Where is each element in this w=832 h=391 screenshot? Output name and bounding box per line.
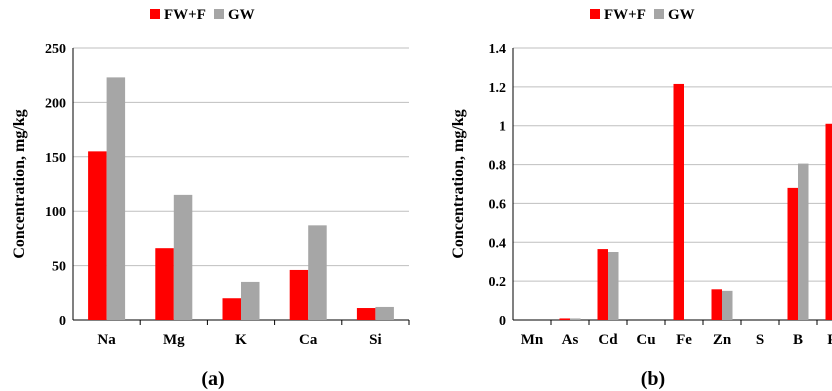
bar-gw-b <box>798 163 809 320</box>
y-tick-label: 0.6 <box>489 197 507 212</box>
bar-gw-ca <box>308 225 327 320</box>
legend-swatch <box>150 9 160 19</box>
bar-fw-f-si <box>356 308 376 320</box>
panel-label: (a) <box>201 368 224 390</box>
y-tick-label: 0.8 <box>489 159 507 174</box>
bar-fw-f-cd <box>597 249 608 320</box>
chart-panel-b: 0 0.2 0.4 0.6 0.8 1 1.2 1.4 Mn As Cd Cu Fe Zn S B Pb Conc… <box>450 7 832 390</box>
bar-fw-f-mg <box>155 248 174 320</box>
x-tick-label: Si <box>369 332 382 348</box>
x-tick-label: As <box>562 332 579 348</box>
y-tick-label: 150 <box>45 151 66 166</box>
chart-panel-a: 0 50 100 150 200 250 Na Mg K Ca Si Concentration, m… <box>11 7 410 390</box>
bar-gw-na <box>106 77 126 320</box>
x-tick-label: K <box>235 332 247 348</box>
bar-gw-as <box>570 318 581 320</box>
x-tick-label: Cd <box>598 332 618 348</box>
bar-fw-f-k <box>222 298 241 320</box>
x-tick-label: Cu <box>636 332 655 348</box>
legend-label: GW <box>668 7 695 23</box>
x-tick-label: Na <box>97 332 116 348</box>
bar-gw-mg <box>173 194 193 320</box>
x-tick-label: Fe <box>676 332 692 348</box>
bar-fw-f-ca <box>289 269 309 320</box>
panel-label: (b) <box>641 368 665 390</box>
y-tick-label: 250 <box>45 42 66 57</box>
bar-gw-zn <box>722 290 733 320</box>
legend-swatch <box>590 9 600 19</box>
legend-swatch <box>214 9 224 19</box>
y-tick-label: 1.2 <box>489 81 507 96</box>
legend-label: FW+F <box>164 7 206 23</box>
bar-fw-f-na <box>88 151 107 320</box>
bar-gw-si <box>375 306 394 320</box>
y-tick-label: 0.2 <box>489 275 507 290</box>
bar-gw-k <box>241 281 260 320</box>
bar-fw-f-zn <box>711 289 722 320</box>
y-tick-label: 0.4 <box>489 236 507 251</box>
legend: FW+F GW <box>590 7 695 23</box>
y-tick-label: 0 <box>499 314 506 329</box>
legend-swatch <box>654 9 664 19</box>
x-tick-label: Pb <box>827 332 832 348</box>
y-tick-label: 100 <box>45 205 66 220</box>
x-tick-label: Mg <box>163 332 185 348</box>
legend-label: FW+F <box>604 7 646 23</box>
bar-gw-cd <box>608 252 619 320</box>
legend: FW+F GW <box>150 7 255 23</box>
y-tick-label: 1.4 <box>489 42 507 57</box>
legend-label: GW <box>228 7 255 23</box>
bar-fw-f-pb <box>825 123 832 321</box>
x-tick-label: Zn <box>713 332 732 348</box>
y-axis-label: Concentration, mg/kg <box>11 109 28 258</box>
y-axis-label: Concentration, mg/kg <box>450 109 467 258</box>
x-tick-label: B <box>793 332 803 348</box>
y-tick-label: 200 <box>45 96 66 111</box>
x-tick-label: S <box>756 332 764 348</box>
bar-fw-f-as <box>559 318 570 320</box>
bar-fw-f-fe <box>673 83 684 320</box>
y-tick-label: 1 <box>499 120 506 135</box>
x-tick-label: Ca <box>299 332 318 348</box>
x-tick-label: Mn <box>521 332 544 348</box>
y-tick-label: 0 <box>59 314 66 329</box>
y-tick-label: 50 <box>52 260 66 275</box>
bar-fw-f-b <box>787 187 798 320</box>
